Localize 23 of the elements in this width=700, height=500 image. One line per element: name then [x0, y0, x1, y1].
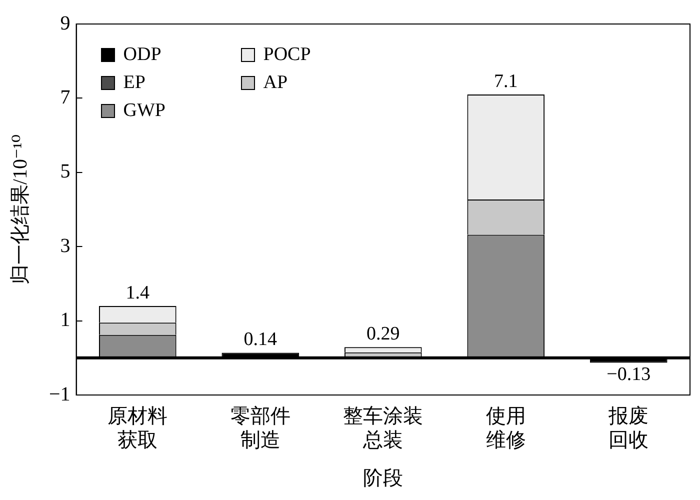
legend-label: EP	[123, 72, 146, 94]
total-label: 1.4	[126, 282, 150, 304]
legend-label: ODP	[123, 44, 162, 66]
x-tick-label: 整车涂装总装	[343, 405, 424, 452]
legend-label: GWP	[123, 100, 166, 122]
total-label: −0.13	[606, 364, 651, 386]
x-tick-label: 原材料获取	[108, 405, 168, 452]
y-tick-label: 7	[60, 86, 70, 108]
total-label: 0.29	[366, 324, 400, 345]
y-tick-label: 3	[60, 234, 70, 257]
total-label: 7.1	[494, 70, 518, 92]
legend-label: AP	[263, 72, 288, 94]
legend-label: POCP	[263, 44, 311, 66]
total-label: 0.14	[244, 329, 278, 350]
y-tick-label: −1	[49, 383, 70, 406]
y-axis-title: 归一化结果/10⁻¹⁰	[9, 134, 32, 285]
y-tick-label: 1	[60, 309, 70, 332]
y-tick-label: 9	[60, 12, 70, 34]
x-tick-label: 报废回收	[608, 405, 649, 452]
x-tick-label: 零部件制造	[230, 405, 290, 452]
x-tick-label: 使用维修	[486, 405, 526, 452]
x-axis-title: 阶段	[363, 467, 404, 490]
y-tick-label: 5	[60, 160, 70, 183]
